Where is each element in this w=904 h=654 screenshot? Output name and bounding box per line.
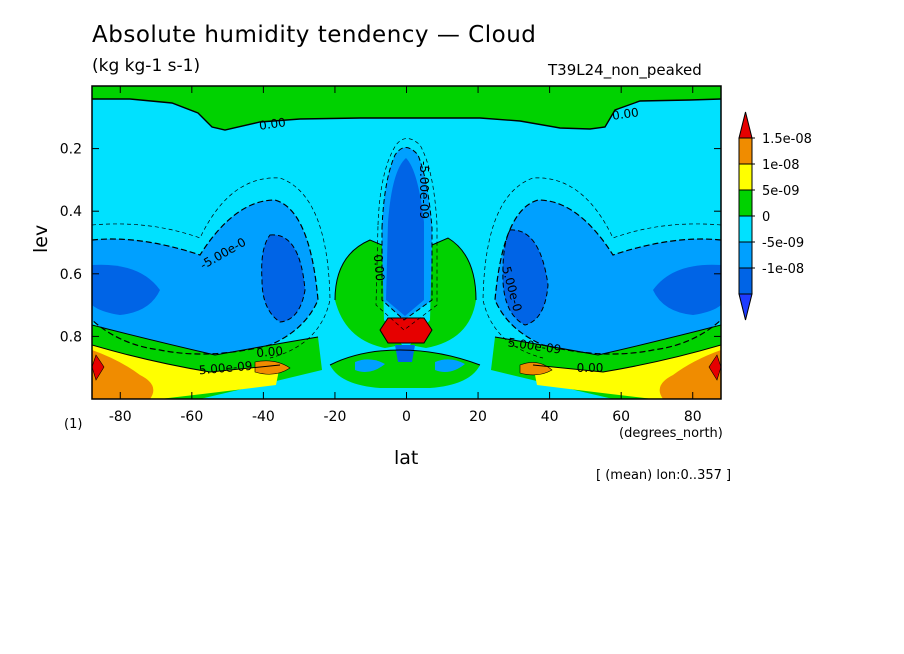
x-axis-unit: (degrees_north) (619, 426, 723, 441)
contour-label: 0.00 (611, 105, 639, 123)
x-tick-label: -60 (180, 409, 203, 425)
contour-label: 0.00 (371, 254, 387, 282)
chart-units: (kg kg-1 s-1) (92, 56, 201, 76)
y-tick-label: 0.6 (60, 267, 82, 283)
contour-label: 0.00 (256, 344, 284, 360)
averaging-note: [ (mean) lon:0..357 ] (596, 468, 732, 483)
sh-polar-core (92, 264, 160, 315)
colorbar-segment (738, 137, 753, 165)
colorbar-label: -1e-08 (762, 262, 804, 277)
green-lobe-south (335, 240, 402, 348)
sh-boundary-red (92, 354, 105, 381)
colorbar-segment (738, 241, 753, 269)
plot-area (92, 86, 721, 399)
x-axis-label: lat (394, 447, 419, 469)
contour-lines (92, 98, 721, 373)
colorbar-top-arrow (738, 111, 753, 139)
sh-orange-patch (254, 360, 291, 375)
colorbar-label: 1e-08 (762, 158, 800, 173)
contour-label: 0.00 (577, 361, 604, 375)
equatorial-lower-blue (395, 345, 415, 362)
x-tick-label: -80 (109, 409, 132, 425)
y-tick-label: 0.4 (60, 204, 82, 220)
colorbar-label: -5e-09 (762, 236, 804, 251)
nh-orange-patch (519, 362, 553, 376)
contour-label: -5.00e-09 (417, 161, 431, 219)
equatorial-column-core (386, 158, 424, 316)
colorbar-segment (738, 267, 753, 295)
colorbar-segment (738, 215, 753, 243)
y-tick-label: 0.2 (60, 142, 82, 158)
y-tick-label: 0.8 (60, 329, 82, 345)
green-lobe-north (410, 238, 476, 348)
chart-title: Absolute humidity tendency — Cloud (92, 22, 537, 48)
equatorial-lower-blue-left (355, 359, 385, 372)
x-tick-label: 40 (541, 409, 559, 425)
x-tick-label: -40 (252, 409, 275, 425)
equatorial-lower-blue-right (435, 359, 465, 372)
nh-midlat-core (502, 229, 548, 325)
colorbar-segment (738, 163, 753, 191)
upper-green-band (92, 86, 721, 130)
experiment-label: T39L24_non_peaked (548, 61, 702, 79)
x-tick-label: 20 (469, 409, 487, 425)
equatorial-maximum (379, 317, 433, 344)
colorbar-label: 1.5e-08 (762, 132, 812, 147)
colorbar: 1.5e-08 1e-08 5e-09 0 -5e-09 -1e-08 (738, 111, 812, 321)
x-tick-label: 80 (684, 409, 702, 425)
nh-polar-core (653, 264, 721, 315)
x-axis: -80 -60 -40 -20 0 20 40 60 80 (109, 86, 702, 425)
contour-label: 0.00 (258, 115, 286, 133)
x-tick-label: 60 (612, 409, 630, 425)
colorbar-segment (738, 189, 753, 217)
sh-midlat-core (261, 234, 305, 322)
colorbar-bottom-arrow (738, 293, 753, 321)
sh-negative-region (92, 200, 318, 354)
x-tick-label: -20 (324, 409, 347, 425)
nh-boundary-red (708, 354, 721, 381)
y-axis: 0.2 0.4 0.6 0.8 (60, 142, 721, 345)
nh-boundary-orange (659, 350, 721, 399)
colorbar-label: 5e-09 (762, 184, 800, 199)
y-unit-marker: (1) (64, 417, 83, 432)
sh-boundary-orange (92, 350, 154, 399)
nh-negative-region (495, 200, 721, 354)
x-tick-label: 0 (402, 409, 411, 425)
contour-label: 5.00e-09 (198, 359, 253, 378)
colorbar-label: 0 (762, 210, 770, 225)
